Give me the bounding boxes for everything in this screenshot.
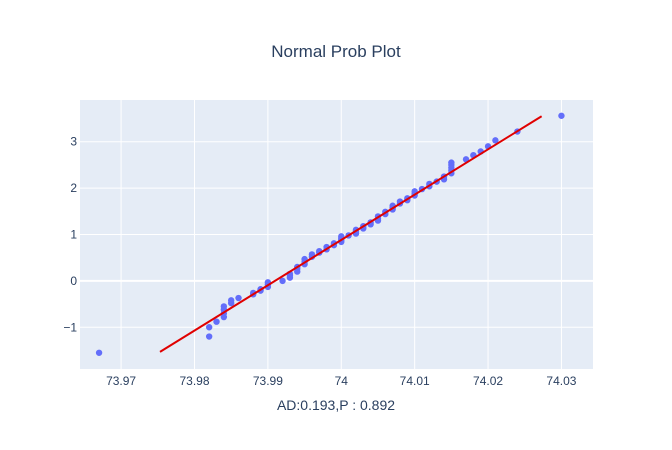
data-point xyxy=(205,333,213,340)
fit-line-layer xyxy=(159,115,543,353)
data-point xyxy=(448,159,455,166)
x-axis-label: AD:0.193,P : 0.892 xyxy=(277,397,395,413)
y-tick-label: 0 xyxy=(70,274,77,288)
data-point xyxy=(220,303,228,310)
data-point xyxy=(213,318,220,325)
x-tick-label: 74 xyxy=(335,374,349,388)
data-point xyxy=(95,349,103,356)
x-axis-ticks: 73.97 73.98 73.99 74 74.01 74.02 74.03 xyxy=(106,374,577,388)
chart-title: Normal Prob Plot xyxy=(271,42,401,61)
data-point xyxy=(205,324,213,331)
data-point xyxy=(227,297,235,304)
x-tick-label: 73.99 xyxy=(253,374,283,388)
data-point xyxy=(235,294,242,302)
data-point xyxy=(492,137,499,144)
data-point xyxy=(279,277,286,285)
grid-lines xyxy=(80,100,593,369)
x-tick-label: 73.98 xyxy=(179,374,209,388)
x-tick-label: 74.03 xyxy=(546,374,576,388)
data-point xyxy=(558,112,565,119)
y-axis-ticks: −1 0 1 2 3 xyxy=(63,135,77,335)
x-tick-label: 74.01 xyxy=(400,374,430,388)
fit-line xyxy=(159,115,543,353)
y-tick-label: 1 xyxy=(70,228,77,242)
y-tick-label: 2 xyxy=(70,181,77,195)
x-tick-label: 73.97 xyxy=(106,374,136,388)
x-tick-label: 74.02 xyxy=(473,374,503,388)
y-tick-label: −1 xyxy=(63,320,77,334)
y-tick-label: 3 xyxy=(70,135,77,149)
